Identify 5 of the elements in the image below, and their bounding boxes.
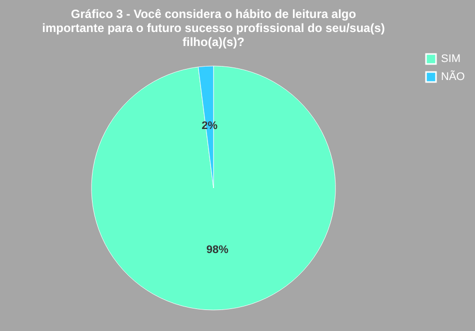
pie-slice bbox=[91, 66, 336, 310]
legend-label: SIM bbox=[441, 53, 461, 65]
chart-title: Gráfico 3 - Você considera o hábito de leitura algo importante para o futuro sucesso profissional do seu/sua(s) filho(a)(s)? bbox=[42, 7, 385, 49]
data-label: 98% bbox=[206, 244, 229, 256]
legend-label: NÃO bbox=[441, 70, 466, 83]
